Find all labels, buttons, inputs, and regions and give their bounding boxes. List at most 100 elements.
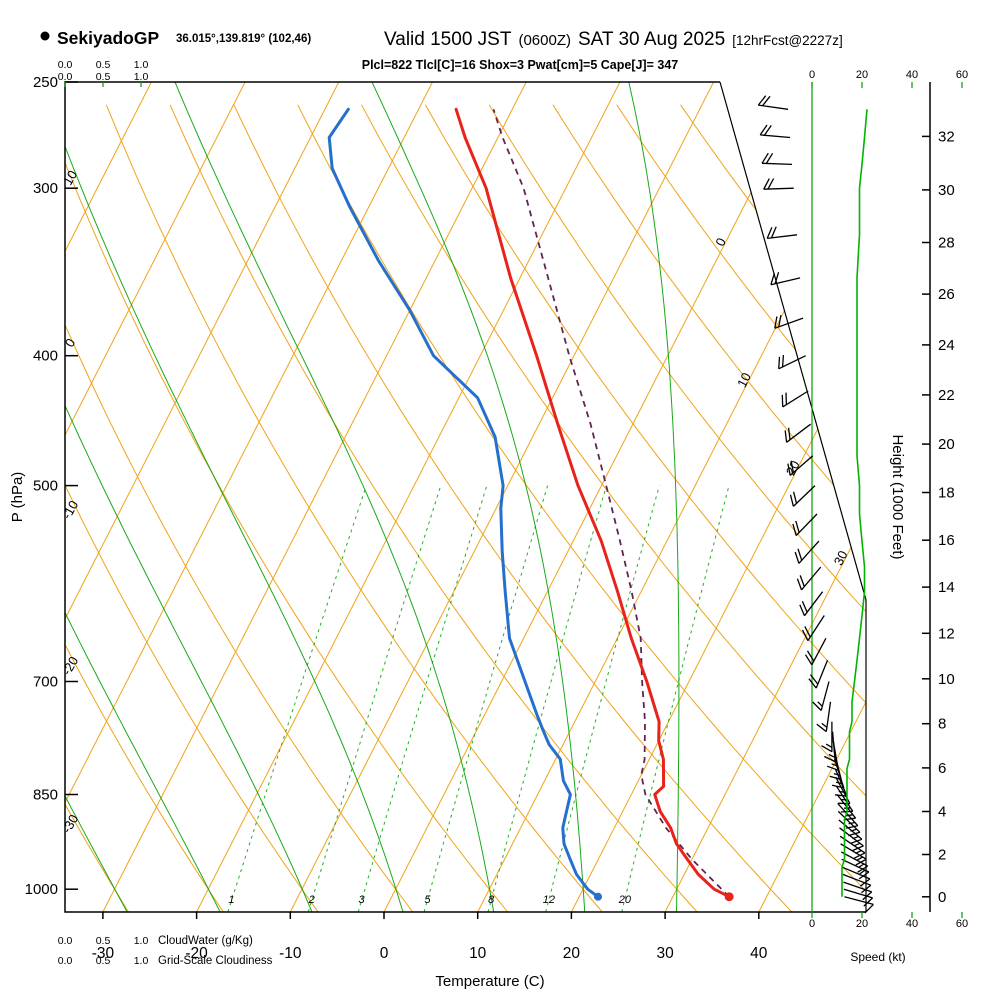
cloudiness-scale-bottom-label: 0.0 (58, 955, 73, 967)
temp-tick-label: 40 (750, 945, 768, 962)
barb-half-feather (858, 863, 865, 868)
dry-adiabat-line (743, 104, 866, 912)
barb-full-feather (781, 354, 785, 367)
cloudwater-label: CloudWater (g/Kg) (158, 935, 253, 947)
wind-barb (834, 768, 848, 797)
wind-barb (837, 802, 859, 829)
barb-full-feather (824, 755, 836, 763)
barb-half-feather (821, 722, 828, 728)
wind-barb (821, 721, 833, 753)
dry-adiabat-line (233, 104, 793, 912)
barb-full-feather (809, 674, 819, 685)
barb-half-feather (828, 753, 836, 758)
height-tick-label: 24 (938, 337, 955, 354)
barb-full-feather (808, 678, 817, 689)
barb-full-feather (795, 520, 800, 533)
mixing-ratio-label: 20 (618, 894, 632, 906)
height-tick-label: 2 (938, 847, 946, 864)
barb-full-feather (774, 272, 780, 284)
barb-full-feather (852, 845, 864, 852)
temp-tick-label: 0 (380, 945, 389, 962)
mixing-ratio-label: 5 (424, 894, 431, 906)
barb-staff (825, 701, 832, 732)
speed-scale-top-label: 20 (856, 69, 868, 81)
isotherm-line (570, 82, 866, 912)
dry-adiabat-line (65, 104, 319, 912)
temp-axis-title: Temperature (C) (435, 973, 544, 990)
barb-staff (842, 873, 872, 886)
barb-half-feather (825, 743, 833, 748)
barb-staff (834, 768, 848, 797)
height-tick-label: 10 (938, 671, 955, 688)
barb-full-feather (789, 494, 795, 507)
barb-full-feather (853, 852, 866, 859)
dry-adiabat-line (105, 104, 603, 912)
barb-staff (843, 881, 872, 893)
isotherm-line (65, 82, 152, 912)
chart-header: SekiyadoGP 36.015°,139.819° (102,46) Val… (40, 28, 843, 72)
moist-adiabat-line (371, 82, 586, 912)
isotherm-label: 10 (734, 370, 754, 390)
barb-half-feather (846, 814, 853, 817)
barb-half-feather (838, 790, 846, 793)
barb-full-feather (778, 314, 782, 328)
dewpoint-profile-line (327, 107, 600, 899)
mixing-ratio-label: 2 (308, 894, 315, 906)
speed-scale-top-label: 0 (809, 69, 815, 81)
station-bullet-icon (40, 31, 50, 41)
surface-dewpoint-dot (594, 892, 602, 901)
barb-full-feather (766, 227, 773, 239)
barb-half-feather (859, 869, 866, 875)
temp-tick-label: 30 (656, 945, 674, 962)
temp-tick-label: 10 (469, 945, 487, 962)
isotherm-line (196, 82, 621, 912)
barb-staff (843, 888, 873, 899)
mixing-ratio-line (307, 485, 442, 912)
barb-full-feather (763, 125, 772, 136)
dry-adiabat-label: -20 (59, 654, 81, 678)
barb-half-feather (831, 763, 838, 767)
valid-zulu: (0600Z) (518, 32, 571, 49)
height-tick-label: 4 (938, 804, 946, 821)
height-tick-label: 30 (938, 182, 955, 199)
pressure-tick-label: 300 (33, 180, 58, 197)
dry-adiabat-line (65, 104, 224, 912)
temp-tick-label: 20 (563, 945, 581, 962)
dry-adiabat-line (65, 104, 414, 912)
valid-main: Valid 1500 JST (384, 29, 512, 50)
barb-full-feather (799, 575, 805, 587)
barb-full-feather (796, 578, 803, 591)
cloudwater-scale-bottom-label: 0.0 (58, 935, 73, 947)
cloudiness-scale-top-label: 0.5 (96, 71, 111, 83)
barb-full-feather (857, 865, 869, 873)
barb-full-feather (774, 316, 778, 329)
axis-ticks-and-labels: 1 2 3 5 8 12 200102030100-10-20-30250300400500… (25, 59, 969, 967)
barb-half-feather (835, 781, 843, 785)
valid-time-line: Valid 1500 JST (0600Z) SAT 30 Aug 2025 [12h… (384, 29, 843, 50)
wind-barb (757, 95, 789, 110)
barb-full-feather (790, 460, 795, 473)
moist-adiabat-line (628, 82, 680, 912)
barb-staff (795, 513, 818, 537)
moist-adiabat-line (65, 82, 404, 912)
wind-barb (837, 810, 861, 837)
barb-full-feather (801, 600, 808, 613)
barb-full-feather (848, 831, 861, 837)
height-tick-label: 28 (938, 235, 955, 252)
pressure-tick-label: 1000 (25, 881, 58, 898)
pressure-tick-label: 400 (33, 348, 58, 365)
barb-full-feather (767, 178, 775, 190)
barb-full-feather (770, 226, 777, 239)
speed-scale-bottom-label: 60 (956, 918, 968, 930)
dry-adiabat-line (488, 104, 866, 912)
barb-full-feather (797, 548, 803, 561)
height-axis-title: Height (1000 Feet) (889, 434, 906, 559)
barb-half-feather (855, 849, 862, 854)
cloudwater-scale-bottom-label: 1.0 (134, 935, 149, 947)
wind-barb (816, 701, 832, 733)
forecast-tag: [12hrFcst@2227z] (732, 33, 843, 48)
barb-full-feather (794, 551, 800, 564)
dry-adiabat-label: 10 (60, 168, 80, 188)
barb-full-feather (859, 878, 871, 887)
height-tick-label: 20 (938, 436, 955, 453)
